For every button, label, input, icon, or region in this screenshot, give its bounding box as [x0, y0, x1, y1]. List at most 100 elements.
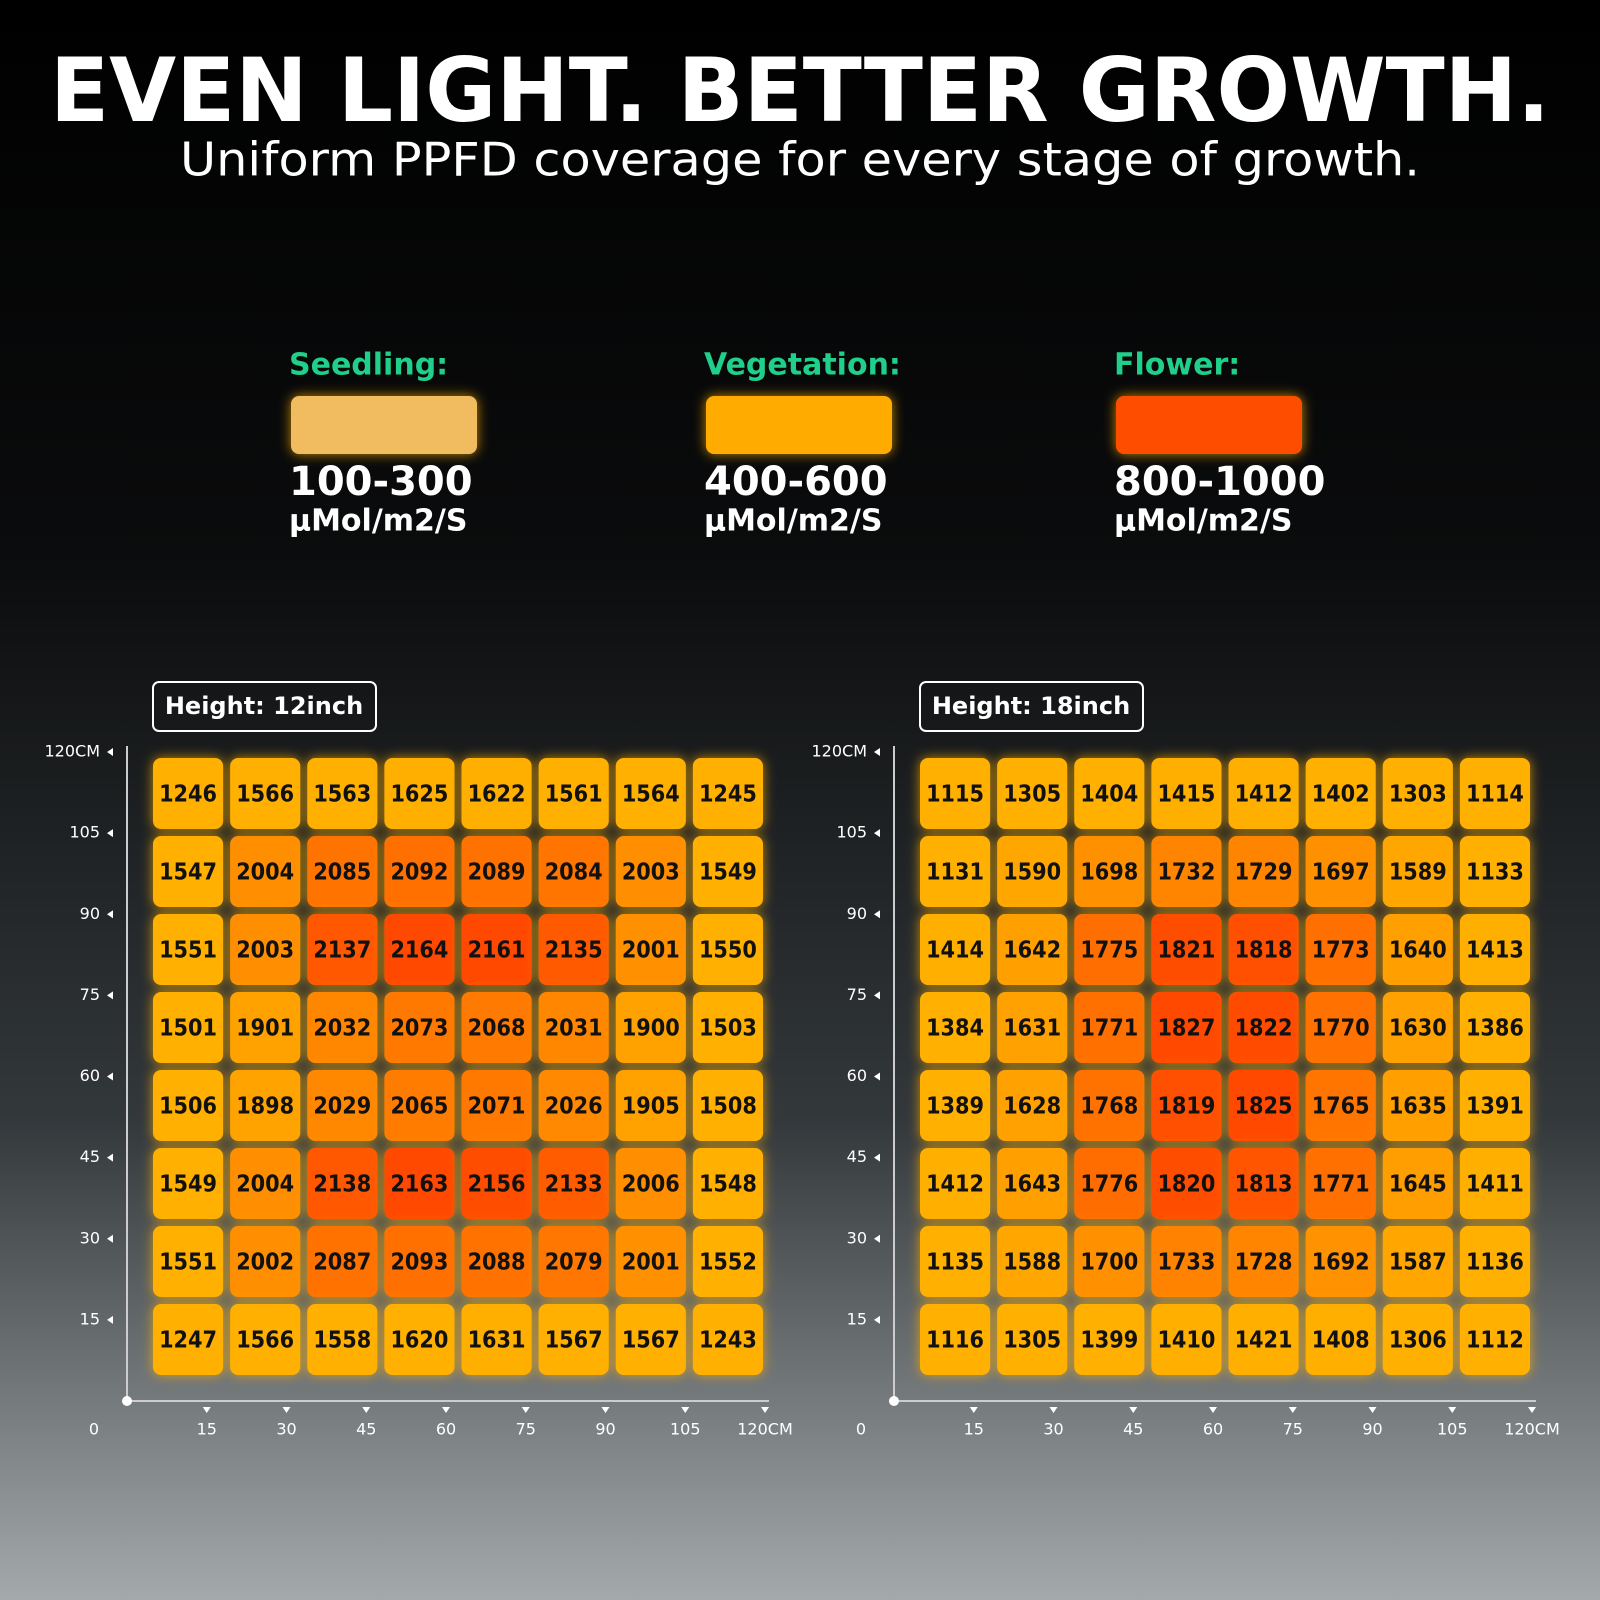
cell: [920, 992, 991, 1063]
cell-value: 1628: [1003, 1094, 1061, 1120]
cell: [997, 758, 1068, 829]
x-tick-label: 120CM: [737, 1420, 793, 1439]
x-tick: [969, 1407, 978, 1413]
cell-value: 1136: [1466, 1250, 1524, 1276]
cell: [384, 1226, 455, 1297]
cell: [1305, 836, 1376, 907]
cell-value: 1818: [1235, 938, 1293, 964]
cell-value: 1551: [159, 1250, 217, 1276]
cell: [384, 836, 455, 907]
cell: [538, 1304, 609, 1375]
cell: [153, 1304, 224, 1375]
cell-value: 1765: [1312, 1094, 1370, 1120]
cell: [692, 1148, 763, 1219]
cell: [384, 1148, 455, 1219]
legend-range: 400-600: [704, 459, 888, 505]
cell: [1382, 992, 1453, 1063]
cell-value: 1901: [236, 1016, 294, 1042]
cell: [1074, 992, 1145, 1063]
cell: [538, 992, 609, 1063]
cell: [997, 1070, 1068, 1141]
y-tick-label: 45: [847, 1147, 867, 1166]
cell: [1305, 1226, 1376, 1297]
cell: [461, 992, 532, 1063]
cell-value: 1622: [468, 782, 526, 808]
cell: [615, 992, 686, 1063]
x-tick: [1209, 1407, 1217, 1413]
cell-value: 1822: [1235, 1016, 1293, 1042]
cell-value: 2163: [390, 1172, 448, 1198]
cell: [615, 1148, 686, 1219]
x-tick-label: 0: [89, 1420, 99, 1439]
cell-value: 2003: [622, 860, 680, 886]
cell: [538, 1226, 609, 1297]
cell-value: 1561: [545, 782, 603, 808]
cell: [615, 914, 686, 985]
cell: [153, 758, 224, 829]
y-tick: [874, 991, 880, 1000]
y-tick: [874, 829, 880, 838]
cell-value: 2079: [545, 1250, 603, 1276]
cell-value: 2071: [468, 1094, 526, 1120]
legend-swatch: [706, 396, 892, 454]
cell-value: 1768: [1080, 1094, 1138, 1120]
x-tick-label: 90: [1362, 1420, 1382, 1439]
cell: [997, 914, 1068, 985]
cell-value: 2135: [545, 938, 603, 964]
cell-value: 1131: [926, 860, 984, 886]
cell-value: 1566: [236, 782, 294, 808]
cell: [920, 1226, 991, 1297]
x-tick: [1448, 1407, 1457, 1413]
cell: [920, 914, 991, 985]
x-tick: [521, 1407, 530, 1413]
cell: [1228, 758, 1299, 829]
x-tick-label: 15: [964, 1420, 984, 1439]
cell: [1151, 758, 1222, 829]
x-tick-label: 30: [1043, 1420, 1063, 1439]
x-tick-label: 45: [356, 1420, 376, 1439]
cell-value: 2032: [313, 1016, 371, 1042]
cell-value: 1421: [1235, 1328, 1293, 1354]
cell-value: 1771: [1312, 1172, 1370, 1198]
cell-value: 1625: [390, 782, 448, 808]
y-tick-label: 75: [847, 985, 867, 1004]
y-tick: [874, 910, 880, 919]
cell: [461, 1304, 532, 1375]
cell: [1228, 992, 1299, 1063]
cell-value: 1305: [1003, 1328, 1061, 1354]
cell: [692, 914, 763, 985]
cell-value: 1547: [159, 860, 217, 886]
cell-value: 1411: [1466, 1172, 1524, 1198]
cell-value: 1305: [1003, 782, 1061, 808]
cell: [307, 836, 378, 907]
cell-value: 1770: [1312, 1016, 1370, 1042]
cell-value: 1692: [1312, 1250, 1370, 1276]
cell-value: 1821: [1157, 938, 1215, 964]
cell: [538, 1070, 609, 1141]
cell-value: 1549: [159, 1172, 217, 1198]
x-tick-label: 60: [436, 1420, 456, 1439]
cell-value: 1620: [390, 1328, 448, 1354]
cell: [1151, 836, 1222, 907]
x-tick: [601, 1407, 610, 1413]
cell-value: 1386: [1466, 1016, 1524, 1042]
x-tick-label: 75: [1283, 1420, 1303, 1439]
cell: [461, 914, 532, 985]
cell: [384, 758, 455, 829]
cell-value: 2089: [468, 860, 526, 886]
cell-value: 1567: [545, 1328, 603, 1354]
x-tick-label: 90: [595, 1420, 615, 1439]
cell-value: 1402: [1312, 782, 1370, 808]
cell-value: 1905: [622, 1094, 680, 1120]
cell-value: 1775: [1080, 938, 1138, 964]
origin-dot: [122, 1396, 132, 1406]
cell: [1074, 1070, 1145, 1141]
cell: [920, 1304, 991, 1375]
cell-value: 1728: [1235, 1250, 1293, 1276]
y-tick-label: 90: [80, 904, 100, 923]
cell-value: 1389: [926, 1094, 984, 1120]
cell: [692, 1070, 763, 1141]
cell-value: 1733: [1157, 1250, 1215, 1276]
cell-value: 1245: [699, 782, 757, 808]
